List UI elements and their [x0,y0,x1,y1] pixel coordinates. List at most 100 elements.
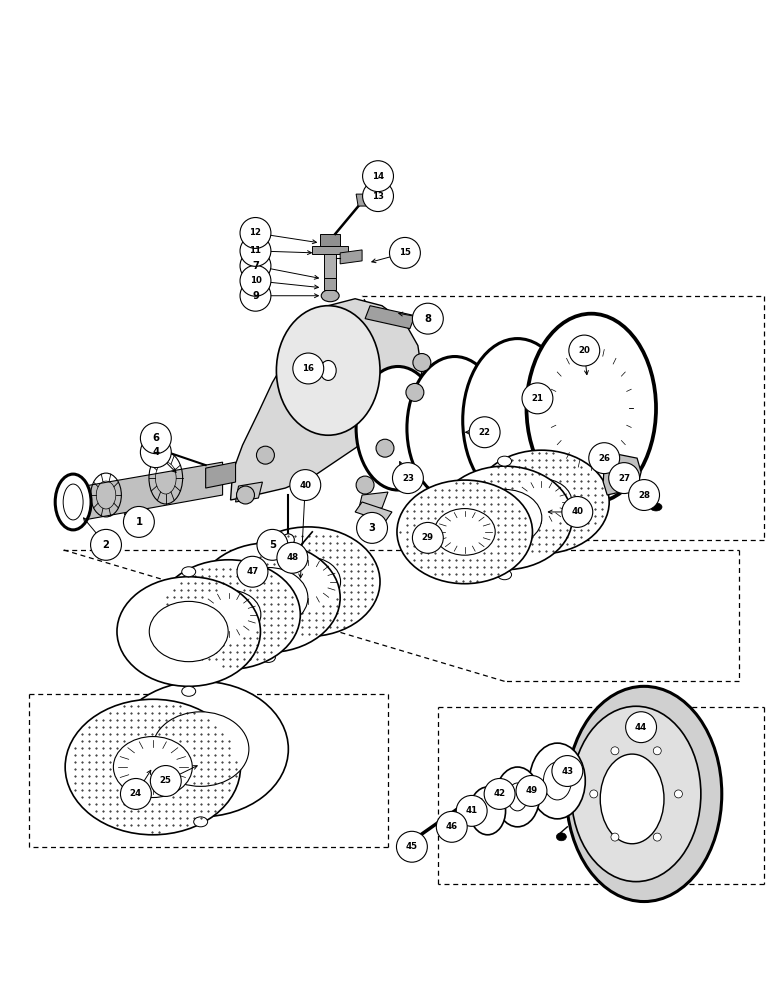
Ellipse shape [406,383,424,401]
Text: 49: 49 [526,786,537,795]
Circle shape [120,778,151,809]
Circle shape [363,161,394,192]
Circle shape [363,181,394,212]
Circle shape [390,237,421,268]
Ellipse shape [675,790,682,798]
Ellipse shape [157,444,169,452]
Ellipse shape [511,479,572,525]
Ellipse shape [321,290,339,302]
Circle shape [240,218,271,248]
Text: 44: 44 [635,723,647,732]
Text: 27: 27 [618,474,630,483]
Circle shape [625,712,656,743]
Ellipse shape [407,357,503,500]
Ellipse shape [611,747,619,755]
Ellipse shape [276,306,380,435]
Ellipse shape [181,686,195,696]
Text: 6: 6 [152,433,159,443]
Text: 43: 43 [561,767,574,776]
Ellipse shape [469,787,506,835]
Ellipse shape [197,543,340,652]
Polygon shape [355,502,392,522]
Text: 24: 24 [130,789,142,798]
Text: 40: 40 [300,481,311,490]
Circle shape [240,250,271,281]
Text: 23: 23 [402,474,414,483]
Circle shape [469,417,500,448]
Ellipse shape [256,446,274,464]
Ellipse shape [55,474,91,530]
Circle shape [240,280,271,311]
Ellipse shape [286,550,300,560]
Ellipse shape [196,590,261,639]
Ellipse shape [434,509,495,555]
Ellipse shape [245,557,259,567]
Ellipse shape [567,686,722,902]
Polygon shape [231,299,422,500]
Ellipse shape [653,747,662,755]
Circle shape [589,443,620,474]
Circle shape [392,463,423,494]
Text: 40: 40 [571,507,584,516]
Ellipse shape [63,484,83,520]
Circle shape [562,497,593,527]
Ellipse shape [276,557,340,606]
Text: 7: 7 [252,261,259,271]
Ellipse shape [65,699,241,835]
Ellipse shape [117,577,260,686]
Ellipse shape [194,817,208,827]
Ellipse shape [262,533,276,543]
Circle shape [412,303,443,334]
Polygon shape [235,482,262,502]
Circle shape [90,529,121,560]
Text: 26: 26 [598,454,610,463]
Ellipse shape [650,503,662,511]
Ellipse shape [194,671,208,681]
Ellipse shape [376,439,394,457]
Ellipse shape [467,489,542,546]
Circle shape [237,556,268,587]
Text: 20: 20 [578,346,591,355]
Text: 42: 42 [493,789,506,798]
Ellipse shape [530,743,585,819]
Text: 47: 47 [246,567,259,576]
Circle shape [293,353,323,384]
Ellipse shape [571,706,701,882]
Ellipse shape [543,762,571,800]
Polygon shape [73,462,222,522]
Ellipse shape [157,560,300,669]
Text: 11: 11 [249,246,262,255]
Polygon shape [312,246,348,254]
Ellipse shape [496,767,540,827]
Ellipse shape [397,480,533,584]
Circle shape [569,335,600,366]
Circle shape [456,795,487,826]
Text: 10: 10 [249,276,262,285]
Polygon shape [320,234,340,246]
Ellipse shape [149,601,229,662]
Text: 29: 29 [422,533,434,542]
Circle shape [516,776,547,806]
Polygon shape [365,306,415,329]
Circle shape [240,265,271,296]
Text: 5: 5 [269,540,276,550]
Text: 15: 15 [399,248,411,257]
Text: 16: 16 [303,364,314,373]
Text: 25: 25 [160,776,171,785]
Circle shape [141,437,171,468]
Ellipse shape [437,466,572,570]
Circle shape [124,506,154,537]
Ellipse shape [181,567,195,577]
Ellipse shape [356,476,374,494]
Polygon shape [356,194,372,206]
Ellipse shape [236,486,255,504]
Circle shape [151,766,181,796]
Ellipse shape [527,314,656,503]
Ellipse shape [474,450,609,554]
Ellipse shape [320,361,336,380]
Circle shape [436,811,467,842]
Circle shape [357,512,388,543]
Text: 48: 48 [286,553,299,562]
Ellipse shape [413,354,431,371]
Text: 14: 14 [372,172,384,181]
